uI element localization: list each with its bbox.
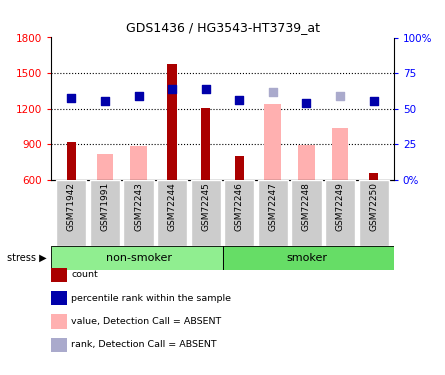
Bar bbox=[190, 180, 221, 246]
Bar bbox=[97, 154, 113, 180]
Bar bbox=[332, 128, 348, 180]
Bar bbox=[51, 246, 223, 270]
Point bbox=[370, 98, 377, 104]
Text: count: count bbox=[71, 270, 98, 279]
Bar bbox=[51, 246, 223, 270]
Bar bbox=[67, 142, 76, 180]
Point bbox=[336, 93, 344, 99]
Bar bbox=[130, 146, 147, 180]
Bar bbox=[123, 180, 154, 246]
Text: GSM72246: GSM72246 bbox=[235, 182, 244, 231]
Point bbox=[236, 98, 243, 104]
Text: value, Detection Call = ABSENT: value, Detection Call = ABSENT bbox=[71, 317, 222, 326]
Bar bbox=[291, 180, 322, 246]
Text: percentile rank within the sample: percentile rank within the sample bbox=[71, 294, 231, 303]
Text: GSM71942: GSM71942 bbox=[67, 182, 76, 231]
Text: GSM72243: GSM72243 bbox=[134, 182, 143, 231]
Text: GSM72250: GSM72250 bbox=[369, 182, 378, 231]
Text: GSM71991: GSM71991 bbox=[101, 182, 109, 231]
Bar bbox=[222, 246, 394, 270]
Bar bbox=[359, 180, 389, 246]
Text: GSM72245: GSM72245 bbox=[201, 182, 210, 231]
Point bbox=[135, 93, 142, 99]
Point bbox=[303, 100, 310, 106]
Point bbox=[101, 98, 109, 104]
Bar bbox=[56, 180, 86, 246]
Bar bbox=[298, 145, 315, 180]
Bar bbox=[157, 180, 187, 246]
Text: GSM72249: GSM72249 bbox=[336, 182, 344, 231]
Bar bbox=[90, 180, 120, 246]
Bar bbox=[369, 173, 378, 180]
Bar bbox=[325, 180, 355, 246]
Bar bbox=[235, 156, 244, 180]
Point bbox=[169, 86, 176, 92]
Text: GSM72247: GSM72247 bbox=[268, 182, 277, 231]
Text: rank, Detection Call = ABSENT: rank, Detection Call = ABSENT bbox=[71, 340, 217, 349]
Text: stress ▶: stress ▶ bbox=[7, 253, 46, 263]
Text: smoker: smoker bbox=[286, 253, 327, 263]
Bar bbox=[201, 108, 210, 180]
Bar bbox=[264, 104, 281, 180]
Bar bbox=[167, 64, 177, 180]
Bar bbox=[222, 246, 394, 270]
Text: GSM72244: GSM72244 bbox=[168, 182, 177, 231]
Point bbox=[68, 95, 75, 101]
Text: GSM72248: GSM72248 bbox=[302, 182, 311, 231]
Point bbox=[269, 89, 276, 95]
Point bbox=[202, 86, 209, 92]
Text: non-smoker: non-smoker bbox=[105, 253, 171, 263]
Title: GDS1436 / HG3543-HT3739_at: GDS1436 / HG3543-HT3739_at bbox=[125, 21, 320, 33]
Bar bbox=[258, 180, 288, 246]
Bar bbox=[224, 180, 255, 246]
